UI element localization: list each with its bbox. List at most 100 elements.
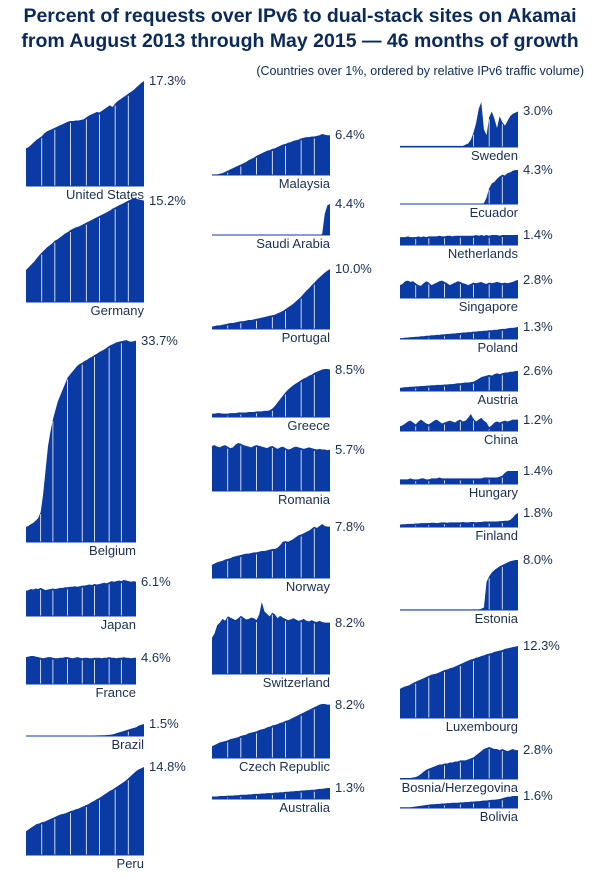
panel-czech-republic: 8.2% Czech Republic xyxy=(212,697,365,774)
country-label-greece: Greece xyxy=(287,418,330,433)
area-chart-switzerland xyxy=(212,602,330,675)
panel-peru: 14.8% Peru xyxy=(26,759,186,871)
country-label-austria: Austria xyxy=(477,392,518,407)
country-label-estonia: Estonia xyxy=(474,611,518,626)
area-ecuador xyxy=(400,170,518,204)
country-label-brazil: Brazil xyxy=(111,737,144,752)
value-label-sweden: 3.0% xyxy=(523,103,553,119)
area-chart-china xyxy=(400,414,518,432)
area-peru xyxy=(26,767,144,855)
panel-singapore: 2.8% Singapore xyxy=(400,272,553,314)
country-label-netherlands: Netherlands xyxy=(447,246,518,261)
area-estonia xyxy=(400,560,518,610)
area-sweden xyxy=(400,102,518,147)
area-chart-netherlands xyxy=(400,235,518,246)
area-australia xyxy=(212,788,330,799)
country-label-bolivia: Bolivia xyxy=(479,809,518,824)
value-label-united-states: 17.3% xyxy=(149,73,186,88)
area-finland xyxy=(400,513,518,527)
area-chart-czech-republic xyxy=(212,704,330,759)
country-label-hungary: Hungary xyxy=(468,485,518,500)
value-label-austria: 2.6% xyxy=(523,363,553,378)
value-label-belgium: 33.7% xyxy=(141,332,178,348)
panel-netherlands: 1.4% Netherlands xyxy=(400,227,553,261)
country-label-sweden: Sweden xyxy=(471,148,518,163)
chart-title-line-2: from August 2013 through May 2015 — 46 m… xyxy=(21,30,579,52)
value-label-poland: 1.3% xyxy=(523,319,553,334)
country-label-peru: Peru xyxy=(116,856,144,871)
area-chart-sweden xyxy=(400,102,518,148)
area-chart-france xyxy=(26,656,136,685)
value-label-bolivia: 1.6% xyxy=(523,788,553,803)
country-label-luxembourg: Luxembourg xyxy=(445,719,518,734)
panel-australia: 1.3% Australia xyxy=(212,780,365,815)
panel-belgium: 33.7% Belgium xyxy=(26,333,178,558)
area-chart-hungary xyxy=(400,471,518,485)
value-label-netherlands: 1.4% xyxy=(523,227,553,242)
panel-brazil: 1.5% Brazil xyxy=(26,716,179,752)
value-label-malaysia: 6.4% xyxy=(335,127,365,143)
area-chart-japan xyxy=(26,580,136,617)
country-label-saudi-arabia: Saudi Arabia xyxy=(256,236,330,251)
value-label-greece: 8.5% xyxy=(335,361,365,377)
panel-luxembourg: 12.3% Luxembourg xyxy=(400,638,560,734)
area-bosnia-herzegovina xyxy=(400,747,518,779)
area-chart-brazil xyxy=(26,724,144,738)
value-label-peru: 14.8% xyxy=(149,759,186,774)
area-chart-finland xyxy=(400,513,518,528)
area-japan xyxy=(26,580,136,616)
value-label-finland: 1.8% xyxy=(523,505,553,520)
area-chart-austria xyxy=(400,371,518,392)
area-united-states xyxy=(26,81,144,186)
area-singapore xyxy=(400,280,518,298)
value-label-germany: 15.2% xyxy=(149,192,186,208)
value-label-australia: 1.3% xyxy=(335,780,365,795)
area-malaysia xyxy=(212,134,330,175)
country-label-ecuador: Ecuador xyxy=(469,205,518,220)
value-label-bosnia-herzegovina: 2.8% xyxy=(523,742,553,758)
panel-france: 4.6% France xyxy=(26,650,171,700)
area-chart-romania xyxy=(212,443,330,492)
panel-sweden: 3.0% Sweden xyxy=(400,102,553,163)
area-luxembourg xyxy=(400,646,518,718)
area-chart-luxembourg xyxy=(400,646,518,719)
area-romania xyxy=(212,443,330,491)
area-china xyxy=(400,414,518,431)
chart-title-line-1: Percent of requests over IPv6 to dual-st… xyxy=(23,5,577,27)
area-bolivia xyxy=(400,796,518,808)
area-chart-portugal xyxy=(212,269,330,330)
panel-greece: 8.5% Greece xyxy=(212,362,365,433)
panel-china: 1.2% China xyxy=(400,412,553,447)
area-chart-poland xyxy=(400,327,518,340)
panel-malaysia: 6.4% Malaysia xyxy=(212,127,365,191)
chart-subtitle: (Countries over 1%, ordered by relative … xyxy=(256,64,584,78)
panel-norway: 7.8% Norway xyxy=(212,519,365,594)
area-greece xyxy=(212,369,330,417)
area-chart-saudi-arabia xyxy=(212,204,330,237)
area-chart-bosnia-herzegovina xyxy=(400,747,518,780)
value-label-china: 1.2% xyxy=(523,411,553,427)
country-label-bosnia-herzegovina: Bosnia/Herzegovina xyxy=(401,780,518,795)
area-belgium xyxy=(26,340,136,542)
area-chart-bolivia xyxy=(400,796,518,809)
panel-united-states: 17.3% United States xyxy=(26,73,186,202)
area-chart-peru xyxy=(26,767,144,856)
value-label-france: 4.6% xyxy=(141,649,171,665)
value-label-brazil: 1.5% xyxy=(149,716,179,731)
area-chart-norway xyxy=(212,524,330,579)
country-label-japan: Japan xyxy=(100,617,136,632)
area-norway xyxy=(212,524,330,578)
country-label-finland: Finland xyxy=(475,528,518,543)
value-label-romania: 5.7% xyxy=(335,441,365,457)
value-label-saudi-arabia: 4.4% xyxy=(335,196,365,211)
area-chart-greece xyxy=(212,369,330,418)
country-label-china: China xyxy=(484,432,518,447)
value-label-singapore: 2.8% xyxy=(523,272,553,287)
country-label-malaysia: Malaysia xyxy=(278,176,330,191)
country-label-portugal: Portugal xyxy=(281,330,330,345)
panel-estonia: 8.0% Estonia xyxy=(400,552,553,626)
country-label-czech-republic: Czech Republic xyxy=(238,759,330,774)
country-label-poland: Poland xyxy=(477,340,518,355)
country-label-australia: Australia xyxy=(279,800,330,815)
area-chart-australia xyxy=(212,788,330,800)
